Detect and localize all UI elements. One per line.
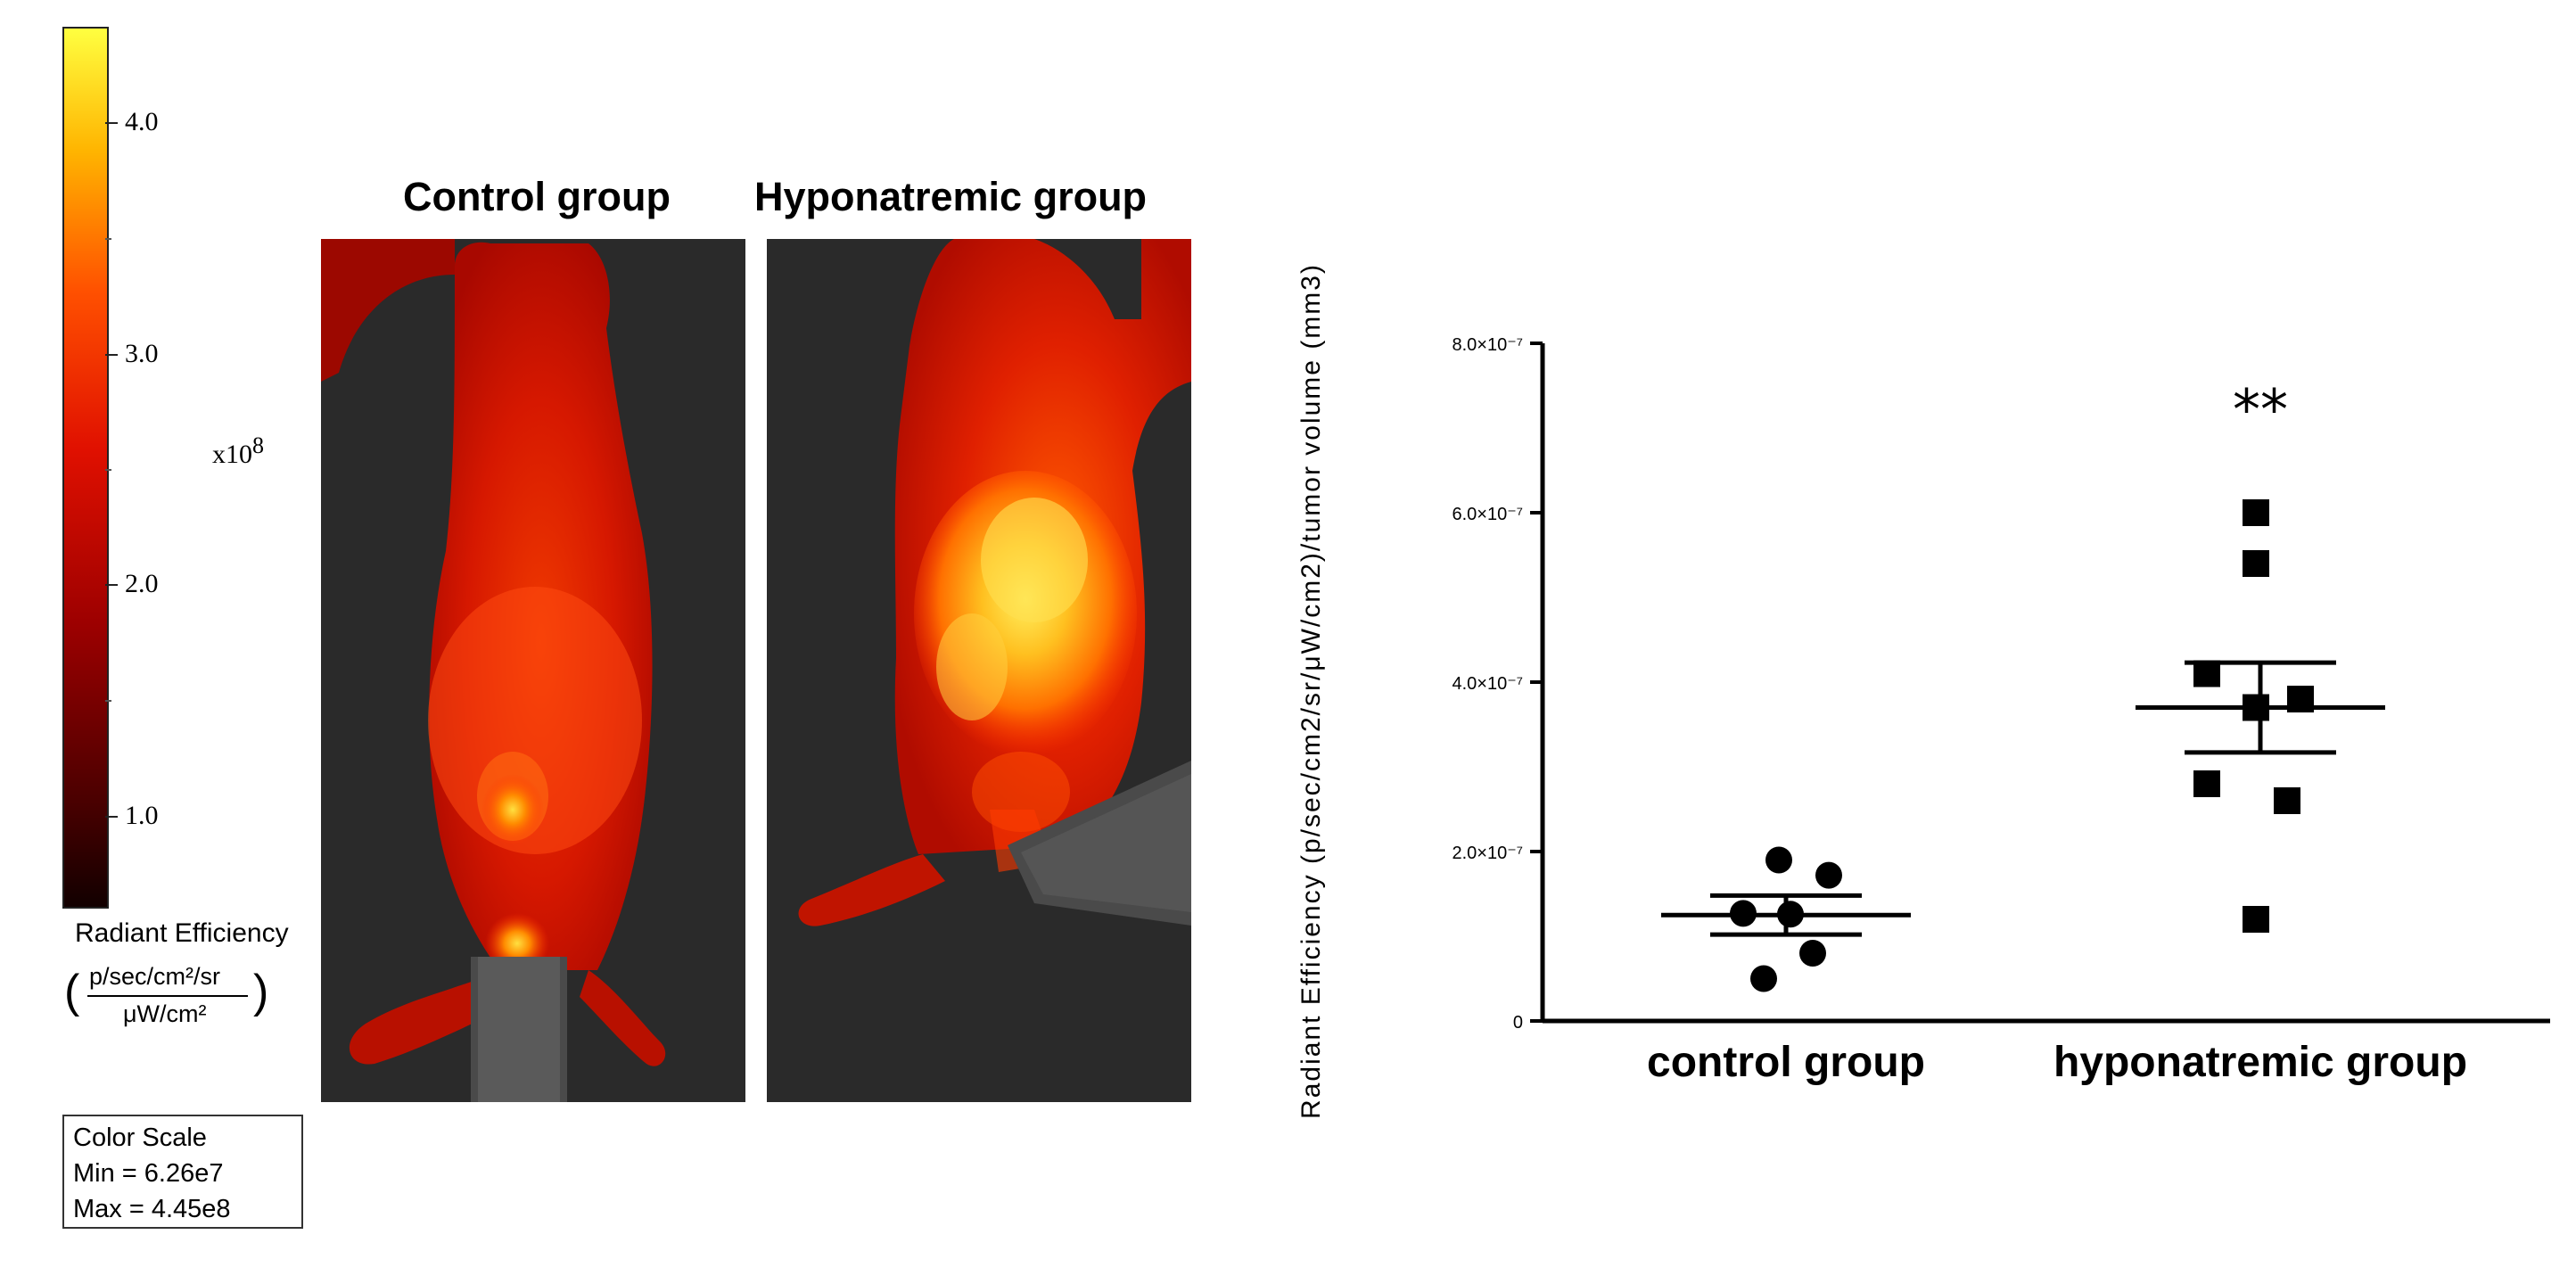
y-axis-title: Radiant Efficiency (p/sec/cm2/sr/μW/cm2)…	[1296, 263, 1326, 1119]
units-denominator: μW/cm²	[123, 1000, 207, 1027]
hyponatremic-group-title: Hyponatremic group	[754, 174, 1148, 219]
hyponatremic-mouse-image	[767, 239, 1191, 1102]
colorbar-panel: 4.0 3.0 2.0 1.0 x108 Radiant Efficiency …	[0, 0, 339, 1284]
significance-marker: **	[2233, 377, 2288, 442]
y-tick-label: 8.0×10⁻⁷	[1452, 335, 1523, 355]
color-scale-max: Max = 4.45e8	[73, 1195, 231, 1223]
control-data-point	[1750, 965, 1777, 992]
hyponatremic-data-point	[2243, 694, 2269, 721]
colorbar-gradient	[62, 27, 109, 909]
hyponatremic-data-point	[2274, 787, 2300, 814]
control-mouse-image	[321, 239, 745, 1102]
colorbar-minor-tick	[105, 469, 111, 471]
y-tick-label: 6.0×10⁻⁷	[1452, 505, 1523, 524]
color-scale-box: Color Scale Min = 6.26e7 Max = 4.45e8	[62, 1115, 303, 1229]
colorbar-major-tick	[105, 122, 118, 124]
control-data-point	[1799, 940, 1826, 967]
hyponatremic-data-point	[2287, 686, 2314, 712]
colorbar-multiplier-exponent: 8	[252, 432, 264, 458]
colorbar-tick-label: 2.0	[125, 569, 159, 598]
x-category-label: control group	[1647, 1039, 1925, 1086]
y-axis-ticks: 0 2.0×10⁻⁷ 4.0×10⁻⁷ 6.0×10⁻⁷ 8.0×10⁻⁷	[1452, 335, 1543, 1033]
units-numerator: p/sec/cm²/sr	[89, 963, 221, 990]
color-scale-min: Min = 6.26e7	[73, 1159, 224, 1188]
y-tick-label: 0	[1513, 1013, 1523, 1033]
colorbar-major-tick	[105, 584, 118, 586]
colorbar-tick-label: 3.0	[125, 339, 159, 368]
control-data-point	[1765, 846, 1792, 874]
colorbar-tick-label: 4.0	[125, 107, 159, 136]
colorbar-major-tick	[105, 354, 118, 356]
units-close-paren: )	[253, 966, 269, 1017]
x-category-label: hyponatremic group	[2053, 1039, 2467, 1086]
data-points	[1730, 499, 2314, 992]
control-data-point	[1730, 900, 1757, 927]
y-tick-label: 4.0×10⁻⁷	[1452, 674, 1523, 694]
color-scale-heading: Color Scale	[73, 1124, 207, 1152]
chart-annotations: **	[2233, 377, 2288, 442]
colorbar-title: Radiant Efficiency	[75, 918, 289, 948]
colorbar-minor-tick	[105, 238, 111, 240]
hyponatremic-data-point	[2243, 906, 2269, 933]
control-data-point	[1777, 901, 1804, 928]
control-data-point	[1815, 861, 1842, 889]
colorbar-major-tick	[105, 816, 118, 818]
y-tick-label: 2.0×10⁻⁷	[1452, 844, 1523, 863]
hyponatremic-data-point	[2193, 770, 2220, 797]
colorbar-units: ( p/sec/cm²/sr μW/cm² )	[64, 956, 278, 1036]
hyponatremic-data-point	[2193, 660, 2220, 687]
colorbar-minor-tick	[105, 700, 111, 702]
hyponatremic-data-point	[2243, 550, 2269, 577]
units-fraction-bar	[87, 995, 248, 997]
colorbar-tick-label: 1.0	[125, 801, 159, 830]
control-group-title: Control group	[403, 174, 671, 219]
hyponatremic-data-point	[2243, 499, 2269, 526]
scatter-chart: 0 2.0×10⁻⁷ 4.0×10⁻⁷ 6.0×10⁻⁷ 8.0×10⁻⁷ contro…	[1284, 89, 2576, 1204]
units-open-paren: (	[64, 966, 80, 1017]
x-axis-labels: control group hyponatremic group	[1647, 1039, 2467, 1086]
colorbar-multiplier-base: x10	[212, 440, 252, 469]
colorbar-multiplier: x108	[212, 432, 264, 470]
chart-svg: 0 2.0×10⁻⁷ 4.0×10⁻⁷ 6.0×10⁻⁷ 8.0×10⁻⁷ contro…	[1296, 263, 2550, 1119]
